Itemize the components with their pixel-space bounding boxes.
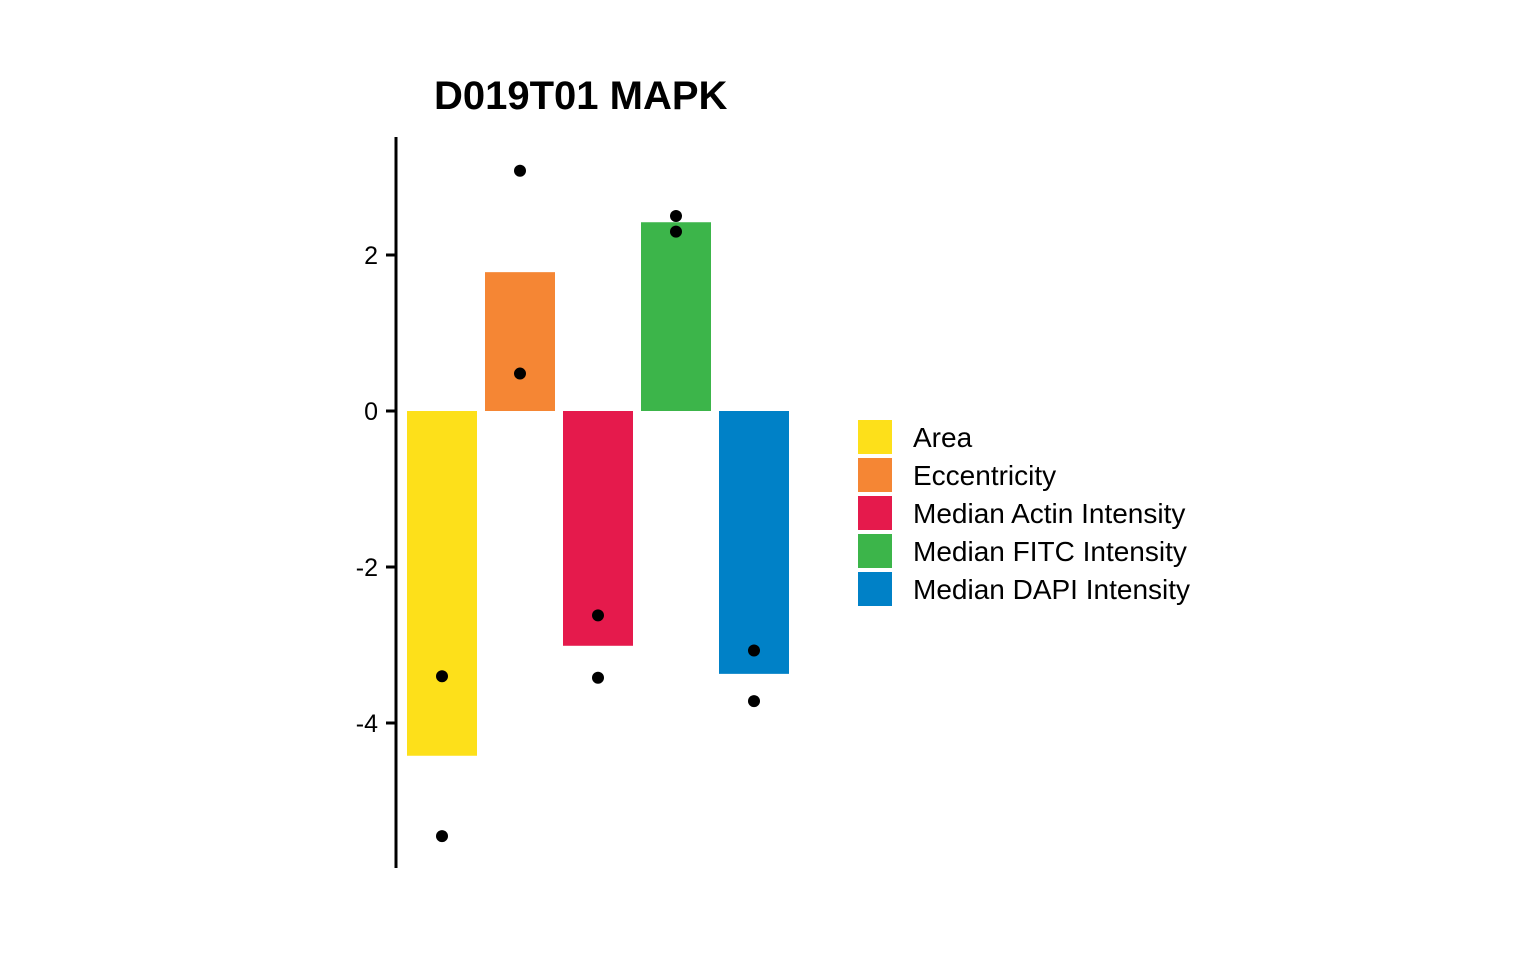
y-tick-label: -2 xyxy=(356,554,378,582)
legend-label-median-actin-intensity: Median Actin Intensity xyxy=(913,498,1185,529)
point-median-fitc-intensity-2 xyxy=(670,225,682,238)
bar-median-actin-intensity xyxy=(563,411,633,646)
legend-label-eccentricity: Eccentricity xyxy=(913,460,1056,491)
bar-median-fitc-intensity xyxy=(641,222,711,411)
legend: Area Eccentricity Median Actin Intensity Me… xyxy=(858,420,1190,606)
point-median-dapi-intensity-1 xyxy=(748,644,760,657)
bars-group xyxy=(407,222,789,756)
point-eccentricity-1 xyxy=(514,164,526,177)
y-tick-label: 2 xyxy=(364,242,378,270)
y-axis-ticks: 2 0 -2 -4 xyxy=(356,242,396,738)
point-area-2 xyxy=(436,830,448,843)
legend-label-median-fitc-intensity: Median FITC Intensity xyxy=(913,536,1187,567)
legend-label-area: Area xyxy=(913,422,973,453)
legend-swatch-eccentricity xyxy=(858,458,892,492)
point-median-actin-intensity-2 xyxy=(592,671,604,684)
point-area-1 xyxy=(436,670,448,683)
point-eccentricity-2 xyxy=(514,367,526,380)
bar-median-dapi-intensity xyxy=(719,411,789,674)
legend-swatch-median-actin-intensity xyxy=(858,496,892,530)
point-median-actin-intensity-1 xyxy=(592,609,604,622)
bar-area xyxy=(407,411,477,756)
point-median-dapi-intensity-2 xyxy=(748,695,760,708)
point-median-fitc-intensity-1 xyxy=(670,210,682,222)
legend-label-median-dapi-intensity: Median DAPI Intensity xyxy=(913,574,1190,605)
legend-swatch-area xyxy=(858,420,892,454)
points-group xyxy=(436,164,760,843)
y-tick-label: -4 xyxy=(356,710,378,738)
legend-swatch-median-dapi-intensity xyxy=(858,572,892,606)
legend-swatch-median-fitc-intensity xyxy=(858,534,892,568)
chart-title: D019T01 MAPK xyxy=(434,74,728,118)
bar-eccentricity xyxy=(485,272,555,411)
y-tick-label: 0 xyxy=(364,398,378,426)
